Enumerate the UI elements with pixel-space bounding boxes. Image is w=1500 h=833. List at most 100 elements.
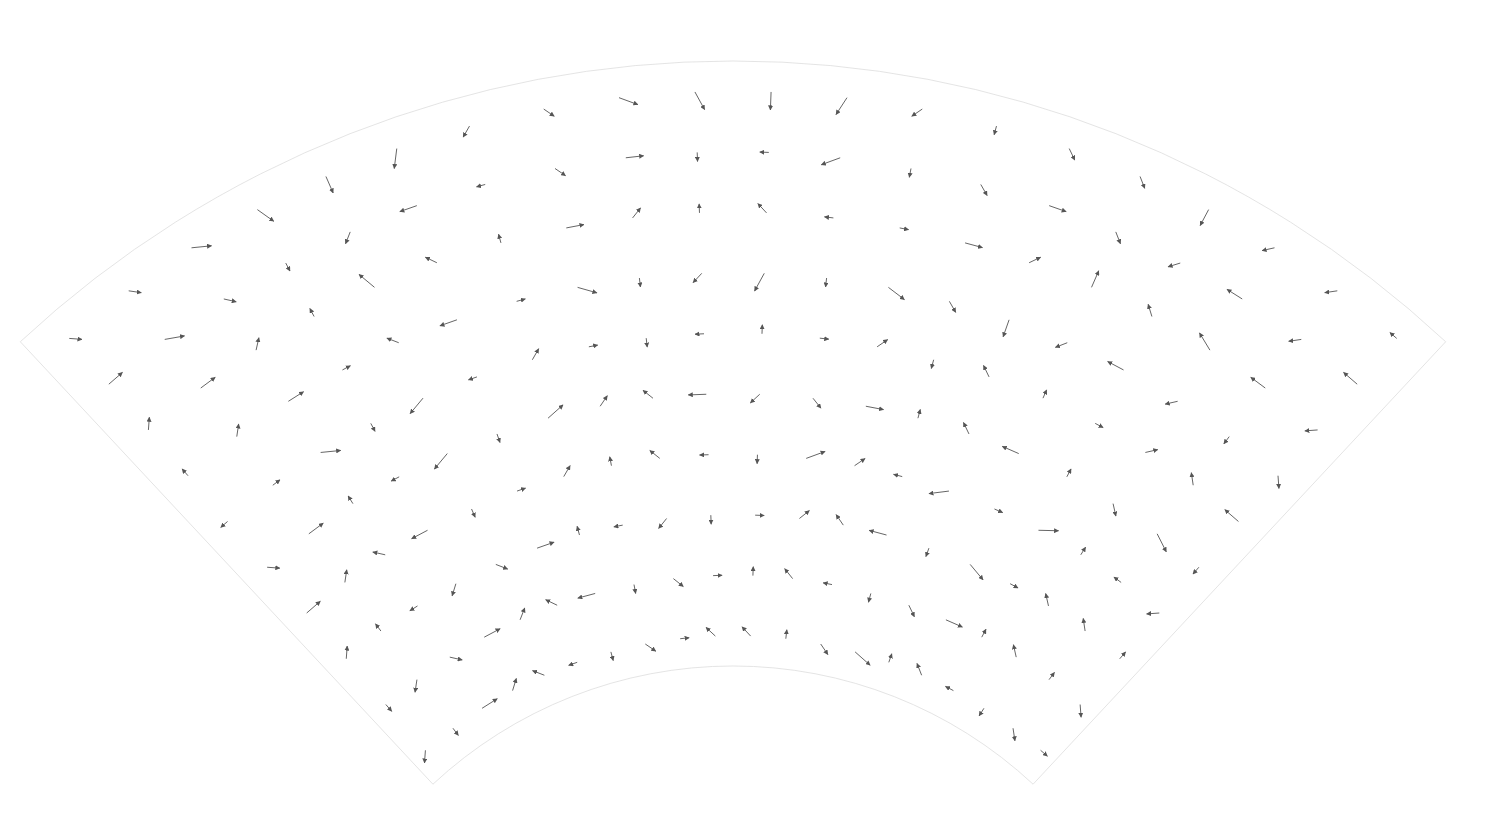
vector-arrow [786,630,787,639]
vector-arrow [348,496,353,504]
vector-arrow [634,585,636,594]
vector-arrow [1013,645,1016,657]
vector-arrow [484,629,500,637]
vector-arrow [1193,567,1199,574]
vector-arrow [497,434,500,442]
vector-arrow [359,274,374,287]
vector-arrow [1003,320,1009,337]
vector-arrow [1029,257,1040,263]
vector-arrow [569,662,577,665]
vector-arrow [1145,450,1157,453]
vector-arrow [496,564,508,569]
vector-arrow [821,644,828,655]
vector-arrow [894,474,903,476]
vector-arrow [900,228,909,230]
vector-arrow [826,278,827,287]
vector-arrow [981,184,987,195]
vector-arrow [695,333,704,334]
vector-arrow [909,168,911,177]
vector-arrow [477,184,486,186]
vector-arrow [1289,339,1302,341]
vector-arrow [1120,652,1126,659]
vector-arrow [821,158,840,165]
vector-arrow [1055,343,1067,348]
vector-arrow [945,686,953,690]
vector-arrow [321,450,341,452]
vector-arrow [1191,473,1193,486]
vector-arrow [752,567,753,576]
vector-arrow [697,152,698,161]
vector-arrow [342,366,350,370]
vector-arrow [463,126,469,137]
vector-arrow [1305,429,1318,431]
vector-arrow [346,646,348,659]
vector-arrow [799,511,809,519]
vector-arrow [578,593,595,598]
vector-arrow [970,564,983,579]
vector-arrow [257,210,273,222]
vector-arrow [600,396,607,407]
vector-arrow [192,246,212,248]
vector-arrow [888,287,904,299]
vector-arrow [889,654,892,662]
vector-arrow [869,530,886,535]
vector-arrow [610,457,612,466]
vector-arrow [546,600,557,606]
vector-arrow [659,518,667,528]
vector-arrow [165,336,185,339]
vector-arrow [713,575,722,576]
vector-arrow [700,454,709,455]
vector-arrow [979,708,984,716]
vector-arrow [770,92,772,110]
vector-arrow [564,466,570,477]
vector-arrow [555,168,566,175]
vector-arrow [1095,423,1103,427]
vector-arrow [410,606,418,611]
vector-arrow [1147,613,1160,615]
vector-arrow [1049,672,1054,679]
vector-arrow [611,652,613,661]
vector-arrow [1148,304,1152,316]
vector-arrow [984,365,990,376]
vector-arrow [440,320,457,326]
vector-arrow [836,515,843,526]
vector-arrow [1113,504,1116,516]
vector-arrow [1168,263,1180,267]
vector-arrow [912,109,923,116]
vector-arrow [1116,232,1121,244]
vector-arrow [532,349,538,360]
vector-arrow [453,728,458,735]
vector-arrow [1227,289,1242,299]
vector-arrow [387,338,399,343]
vector-arrow [946,620,962,627]
vector-arrow [237,424,239,437]
vector-arrow [760,152,769,153]
vector-arrow [182,469,188,476]
vector-arrow [1224,437,1229,444]
vector-arrow [1010,584,1018,588]
vector-arrow [823,583,832,585]
vector-arrow [452,584,456,596]
vector-arrow [537,542,554,548]
vector-arrow [1002,446,1018,453]
vector-arrow [566,225,584,228]
vector-arrow [1344,372,1358,384]
vector-arrow [148,417,150,430]
vector-arrow [513,678,517,690]
vector-arrow [109,372,123,384]
vector-arrow [221,521,228,527]
vector-arrow [626,156,644,158]
vector-arrow [129,291,142,293]
vector-arrow [836,98,847,115]
vector-arrow [619,98,638,105]
vector-arrow [868,593,870,602]
vector-arrow [415,680,417,693]
vector-arrow [1080,705,1082,718]
vector-arrow [1278,476,1280,489]
vector-arrow [855,459,866,466]
vector-arrow [548,405,563,418]
vector-arrow [1081,547,1086,555]
vector-arrow [926,548,929,556]
vector-arrow [761,325,762,334]
vector-arrow [755,273,765,291]
